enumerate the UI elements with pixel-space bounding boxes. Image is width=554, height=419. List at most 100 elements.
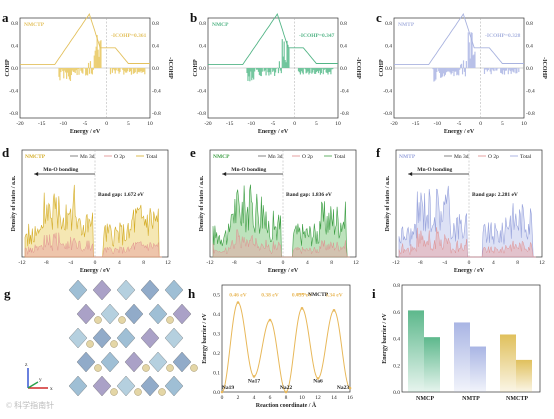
barrier-point [316, 377, 320, 380]
x-tick-label: 0 [221, 395, 224, 401]
category-label: NMCTP [506, 396, 528, 402]
na-atom [166, 364, 174, 372]
bonding-arrowhead [222, 172, 227, 176]
legend-o2p: O 2p [302, 154, 313, 160]
bonding-arrowhead [408, 172, 413, 176]
material-label: NMCTP [25, 154, 46, 160]
barrier-point [252, 375, 256, 378]
polyhedron [172, 303, 192, 325]
x-tick-label: 0 [94, 260, 97, 266]
x-tick-label: 10 [299, 395, 305, 401]
y-tick-label: 0.0 [213, 390, 220, 396]
x-tick-label: 12 [539, 260, 545, 266]
y-axis-label: Energy barrier / eV [202, 313, 208, 364]
icohp-curve [20, 12, 150, 66]
y-axis-label: Density of states / a.u. [11, 175, 17, 231]
barrier-point [284, 390, 288, 394]
polyhedron [140, 375, 160, 397]
x-tick-label: 2 [237, 395, 240, 401]
na-atom [94, 364, 102, 372]
band-gap-label: Band gap: 2.281 eV [472, 192, 518, 198]
axis-z-label: z [25, 362, 28, 368]
panel-c-cohp: c NMTP -ICOHP=0.328 -20 -15 -10 -5 0 5 10 0.8 0.8 0.… [376, 10, 547, 135]
y2-tick-label: -0.8 [340, 111, 349, 117]
barrier-value-label: 0.34 eV [325, 293, 342, 299]
y-tick-label: 0.8 [385, 21, 392, 27]
panel-letter: f [376, 145, 381, 160]
legend-mn3d: Mn 3d [454, 154, 469, 160]
x-tick-label: -15 [226, 121, 234, 127]
y-tick-label: -0.4 [383, 89, 392, 95]
legend-o2p: O 2p [488, 154, 499, 160]
na-atom [134, 388, 142, 396]
y-tick-label: 0.0 [11, 66, 18, 72]
y2-axis-label: -ICOHP [167, 57, 173, 79]
na-atom [118, 316, 126, 324]
na-atom [166, 316, 174, 324]
x-tick-label: -4 [68, 260, 73, 266]
y-tick-label: 0.2 [213, 351, 220, 357]
panel-i-barrier-bars: i NMCP NMTP NMCTP 0.0 0.2 0.4 0.6 0.8 Energy barr… [372, 283, 541, 402]
panel-letter: c [376, 10, 382, 25]
x-tick-label: 4 [492, 260, 495, 266]
x-axis-label: Energy / eV [454, 268, 485, 274]
panel-letter: g [4, 286, 11, 301]
polyhedron [140, 279, 160, 301]
x-tick-label: 10 [335, 121, 341, 127]
y2-axis-label: -ICOHP [541, 57, 547, 79]
polyhedron [164, 327, 184, 349]
y-tick-label: -0.8 [9, 111, 18, 117]
polyhedron [68, 375, 88, 397]
plot-frame [221, 284, 351, 393]
y-tick-label: 0.3 [213, 332, 220, 338]
y2-tick-label: 0.0 [340, 66, 347, 72]
icohp-value: -ICOHP=0.347 [299, 33, 335, 39]
y-tick-label: 0.0 [199, 66, 206, 72]
x-tick-label: 10 [147, 121, 153, 127]
y2-tick-label: -0.4 [526, 89, 535, 95]
panel-a-cohp: a NMCTP -ICOHP=0.361 -20 -15 -10 -5 0 5 10 0.8 0.8 0… [2, 10, 173, 135]
x-axis-label: Energy / eV [268, 268, 299, 274]
o2p-dos-area [398, 227, 536, 258]
bar [408, 310, 424, 392]
y-tick-label: 0.0 [385, 66, 392, 72]
polyhedron [148, 351, 168, 373]
na-atom [158, 388, 166, 396]
x-tick-label: 5 [501, 121, 504, 127]
polyhedron [116, 279, 136, 301]
panel-h-barrier-path: h 0.46 eV 0.38 eV 0.435 eV 0.34 eV Na19 Na17 Na… [188, 284, 353, 409]
polyhedron [92, 327, 112, 349]
x-tick-label: -5 [83, 121, 88, 127]
y-axis-label: Density of states / a.u. [199, 175, 205, 231]
y-tick-label: 0.4 [199, 44, 206, 50]
y2-tick-label: -0.4 [340, 89, 349, 95]
x-axis-label: Energy / eV [80, 268, 111, 274]
x-tick-label: -20 [204, 121, 212, 127]
na-atom [110, 388, 118, 396]
y-tick-label: 0.2 [393, 363, 400, 369]
x-tick-label: -5 [271, 121, 276, 127]
y-axis-label: COHP [379, 59, 385, 77]
icohp-curve [208, 12, 338, 66]
polyhedron [140, 327, 160, 349]
o2p-dos-area [24, 232, 162, 258]
panel-e-dos: e NMCP Mn 3d O 2p Total Mn-O bonding Band gap:… [190, 145, 359, 274]
polyhedron [92, 375, 112, 397]
x-tick-label: -5 [457, 121, 462, 127]
panel-f-dos: f NMTP Mn 3d O 2p Total Mn-O bonding Band gap:… [376, 145, 545, 274]
na-atom [94, 316, 102, 324]
x-axis-label: Energy / eV [70, 129, 101, 135]
x-tick-label: -12 [392, 260, 400, 266]
band-gap-label: Band gap: 1.672 eV [98, 192, 144, 198]
y2-tick-label: 0.4 [526, 44, 533, 50]
x-tick-label: 5 [127, 121, 130, 127]
polyhedron [100, 303, 120, 325]
y-tick-label: 0.8 [199, 21, 206, 27]
axis-x-label: x [50, 386, 53, 392]
site-label: Na22 [280, 385, 292, 391]
y2-tick-label: -0.4 [152, 89, 161, 95]
x-tick-label: 4 [253, 395, 256, 401]
polyhedron [116, 375, 136, 397]
y-axis-label: Energy barrier / eV [382, 313, 388, 364]
bonding-label: Mn-O bonding [43, 167, 78, 173]
